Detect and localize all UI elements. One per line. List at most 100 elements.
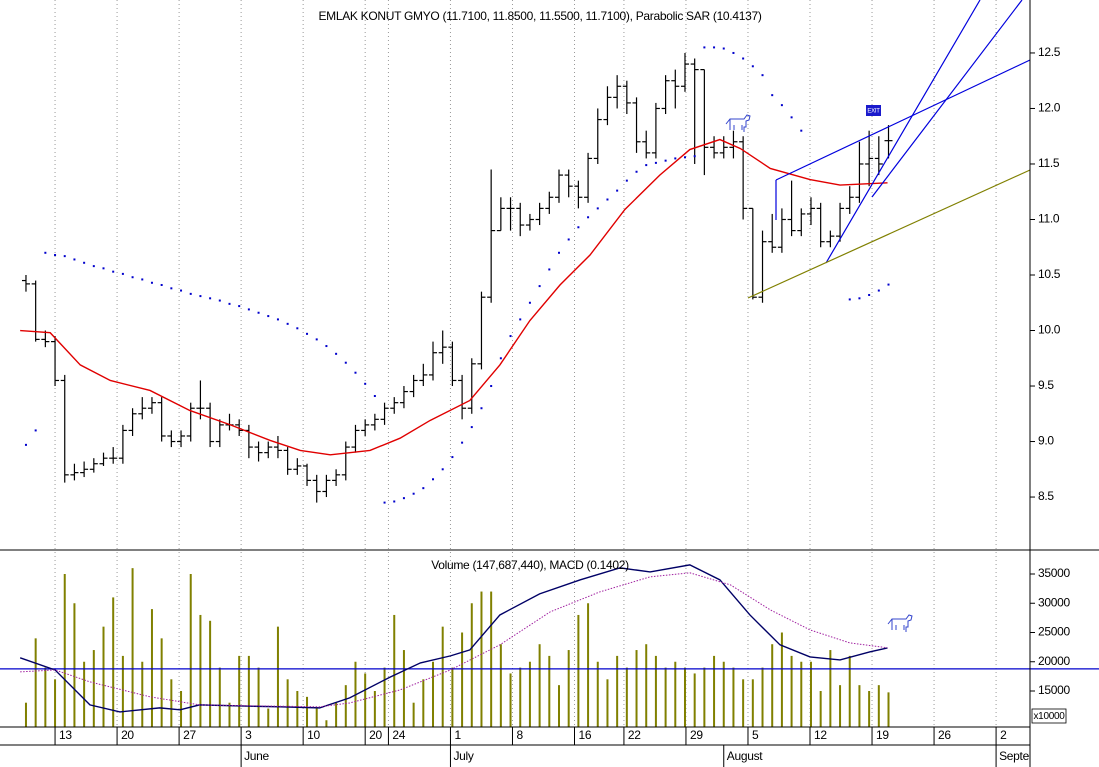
sar-dot	[209, 297, 212, 300]
volume-bar	[141, 661, 144, 727]
volume-bar	[538, 644, 541, 727]
sar-dot	[441, 468, 444, 471]
sar-dot	[335, 352, 338, 355]
sar-dot	[645, 164, 648, 167]
y-tick-label: 11.5	[1038, 156, 1060, 170]
y-tick-label: 11.0	[1038, 212, 1060, 226]
sar-dot	[296, 327, 299, 330]
sar-dot	[73, 258, 76, 261]
volume-bar	[732, 667, 735, 727]
x-tick-label: 3	[245, 728, 252, 742]
volume-bar	[131, 568, 134, 727]
volume-bar	[848, 655, 851, 727]
sar-dot	[674, 157, 677, 160]
volume-bar	[839, 685, 842, 727]
volume-bar	[189, 574, 192, 727]
sar-dot	[54, 254, 57, 257]
volume-bar	[829, 650, 832, 727]
sar-dot	[373, 395, 376, 398]
volume-bar	[441, 626, 444, 727]
y-tick-label: 25000	[1038, 625, 1070, 639]
month-label: June	[244, 749, 269, 763]
sar-dot	[606, 198, 609, 201]
sar-dot	[83, 261, 86, 264]
volume-bar	[819, 690, 822, 727]
sar-dot	[218, 299, 221, 302]
sar-dot	[402, 497, 405, 500]
volume-bar	[306, 696, 309, 727]
sar-dot	[490, 385, 493, 388]
sar-dot	[422, 487, 425, 490]
volume-bar	[490, 591, 493, 727]
sar-dot	[538, 285, 541, 288]
volume-bar	[858, 685, 861, 727]
x-tick-label: 27	[183, 728, 196, 742]
sar-dot	[790, 116, 793, 119]
sar-dot	[44, 251, 47, 254]
volume-bar	[432, 661, 435, 727]
macd-line	[20, 572, 888, 708]
sar-dot	[683, 156, 686, 159]
x-tick-label: 24	[392, 728, 405, 742]
y-tick-label: 35000	[1038, 566, 1070, 580]
sar-dot	[461, 441, 464, 444]
volume-bar	[625, 667, 628, 727]
volume-bar	[722, 661, 725, 727]
sar-dot	[877, 289, 880, 292]
sar-dot	[180, 289, 183, 292]
volume-bar	[645, 644, 648, 727]
trend-line	[775, 59, 1031, 181]
volume-bar	[267, 708, 270, 727]
sar-dot	[780, 104, 783, 107]
volume-bar	[780, 632, 783, 727]
sar-dot	[24, 443, 27, 446]
volume-bar	[703, 667, 706, 727]
x-tick-label: 20	[121, 728, 134, 742]
volume-bar	[616, 655, 619, 727]
trend-line	[825, 0, 981, 264]
volume-bar	[102, 626, 105, 727]
volume-bar	[364, 673, 367, 727]
volume-bar	[247, 655, 250, 727]
sar-dot	[247, 308, 250, 311]
trend-line	[871, 0, 1023, 198]
volume-bar	[499, 644, 502, 727]
sar-dot	[306, 332, 309, 335]
volume-bar	[587, 603, 590, 727]
sar-dot	[751, 65, 754, 68]
volume-bar	[577, 614, 580, 727]
volume-bar	[344, 685, 347, 727]
y-tick-label: 9.0	[1038, 434, 1054, 448]
sar-dot	[315, 338, 318, 341]
x-tick-label: 19	[876, 728, 889, 742]
sar-dot	[199, 295, 202, 298]
sar-dot	[393, 500, 396, 503]
volume-bar	[73, 603, 76, 727]
sar-dot	[703, 46, 706, 49]
volume-bar	[596, 661, 599, 727]
volume-bar	[160, 638, 163, 727]
volume-bar	[63, 574, 66, 727]
sar-dot	[228, 302, 231, 305]
sar-dot	[713, 46, 716, 49]
volume-bar	[412, 702, 415, 727]
sar-dot	[112, 270, 115, 273]
y-tick-label: 20000	[1038, 654, 1070, 668]
volume-bar	[509, 673, 512, 727]
volume-bar	[34, 638, 37, 727]
volume-bar	[654, 655, 657, 727]
sar-dot	[354, 371, 357, 374]
moving-average	[20, 138, 888, 456]
month-label: August	[727, 749, 764, 763]
x-tick-label: 2	[1000, 728, 1007, 742]
panel-title: Volume (147,687,440), MACD (0.1402)	[431, 558, 629, 572]
sar-dot	[887, 283, 890, 286]
volume-bar	[209, 620, 212, 727]
y-tick-label: 12.0	[1038, 101, 1061, 115]
volume-bar	[228, 702, 231, 727]
sar-dot	[160, 283, 163, 286]
volume-bar	[199, 614, 202, 727]
sar-dot	[596, 207, 599, 210]
volume-bar	[877, 685, 880, 727]
